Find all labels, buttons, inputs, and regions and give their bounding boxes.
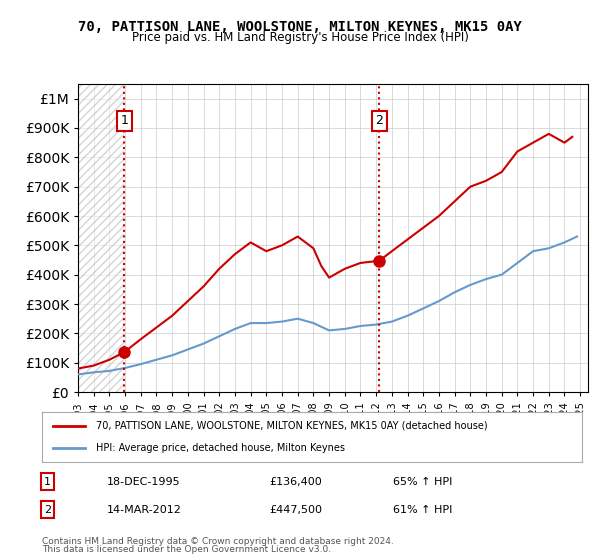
Text: 2: 2 — [44, 505, 51, 515]
Text: 70, PATTISON LANE, WOOLSTONE, MILTON KEYNES, MK15 0AY (detached house): 70, PATTISON LANE, WOOLSTONE, MILTON KEY… — [96, 421, 488, 431]
Text: £136,400: £136,400 — [269, 477, 322, 487]
Text: £447,500: £447,500 — [269, 505, 322, 515]
Text: 61% ↑ HPI: 61% ↑ HPI — [393, 505, 452, 515]
Text: 70, PATTISON LANE, WOOLSTONE, MILTON KEYNES, MK15 0AY: 70, PATTISON LANE, WOOLSTONE, MILTON KEY… — [78, 20, 522, 34]
Text: Contains HM Land Registry data © Crown copyright and database right 2024.: Contains HM Land Registry data © Crown c… — [42, 537, 394, 546]
Text: 65% ↑ HPI: 65% ↑ HPI — [393, 477, 452, 487]
Text: HPI: Average price, detached house, Milton Keynes: HPI: Average price, detached house, Milt… — [96, 443, 345, 453]
Text: 2: 2 — [376, 114, 383, 128]
Text: This data is licensed under the Open Government Licence v3.0.: This data is licensed under the Open Gov… — [42, 545, 331, 554]
Text: 18-DEC-1995: 18-DEC-1995 — [107, 477, 181, 487]
Text: 1: 1 — [44, 477, 51, 487]
Text: 1: 1 — [121, 114, 128, 128]
Text: Price paid vs. HM Land Registry's House Price Index (HPI): Price paid vs. HM Land Registry's House … — [131, 31, 469, 44]
Text: 14-MAR-2012: 14-MAR-2012 — [107, 505, 182, 515]
